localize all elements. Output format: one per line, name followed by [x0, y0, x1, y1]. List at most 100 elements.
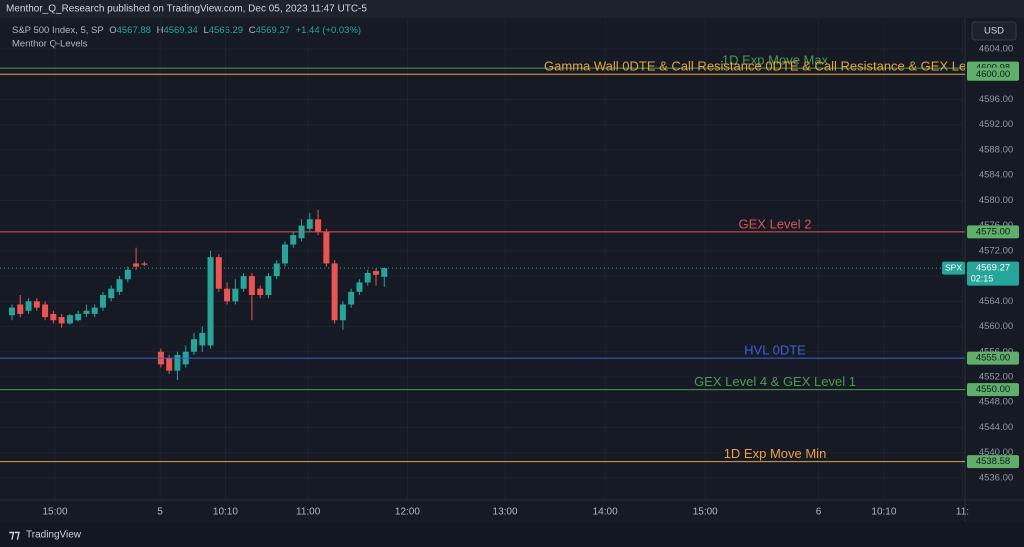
price-tag — [967, 67, 1019, 81]
legend-row: S&P 500 Index, 5, SP O4567.88 H4569.34 L… — [12, 25, 361, 36]
price-tag — [967, 455, 1019, 469]
price-tag-label: 4555.00 — [976, 353, 1010, 364]
ohlc-value: 4569.34 — [163, 25, 197, 36]
y-tick-label: 4580.00 — [979, 195, 1013, 206]
y-tick-label: 4604.00 — [979, 44, 1013, 55]
y-tick-label: 4564.00 — [979, 296, 1013, 307]
candle-body — [224, 288, 231, 302]
candle-body — [339, 304, 346, 321]
candle-body — [232, 288, 239, 302]
ohlc-value: 4569.27 — [256, 25, 290, 36]
y-tick-label: 4560.00 — [979, 321, 1013, 332]
y-tick-label: 4572.00 — [979, 245, 1013, 256]
ohlc-value: 4567.88 — [117, 25, 151, 36]
axes: 4536.004540.004544.004548.004552.004556.… — [42, 44, 1019, 518]
candle-body — [348, 291, 355, 305]
candle-body — [207, 257, 214, 346]
x-tick-label: 6 — [816, 507, 822, 518]
candle-body — [174, 354, 181, 371]
candle-body — [17, 304, 24, 314]
candle-body — [356, 282, 363, 292]
level-label: 1D Exp Move Min — [724, 446, 827, 461]
x-tick-label: 11: — [956, 507, 969, 518]
y-tick-label: 4536.00 — [979, 472, 1013, 483]
candle-body — [323, 231, 330, 264]
x-tick-label: 15:00 — [693, 507, 718, 518]
candle-body — [83, 310, 90, 314]
candle-body — [199, 332, 206, 346]
candle-body — [273, 263, 280, 277]
candle-body — [108, 288, 115, 299]
y-tick-label: 4596.00 — [979, 94, 1013, 105]
candle-body — [8, 307, 15, 316]
ohlc-label: L — [203, 25, 208, 36]
candle-body — [265, 276, 272, 296]
ohlc-label: C — [249, 25, 256, 36]
currency-button[interactable] — [971, 21, 1017, 41]
last-price-tag — [967, 261, 1019, 286]
candle-body — [124, 269, 131, 280]
level-label: 1D Exp Move Max — [722, 53, 829, 68]
publisher: Menthor_Q_Research published on TradingV… — [6, 4, 367, 15]
candle-body — [190, 339, 197, 352]
candle-body — [381, 268, 388, 277]
candle-body — [215, 257, 222, 289]
last-price-label: 4569.27 — [976, 263, 1010, 274]
candle-body — [25, 301, 32, 311]
y-tick-label: 4588.00 — [979, 144, 1013, 155]
x-tick-label: 5 — [157, 507, 163, 518]
x-tick-label: 13:00 — [493, 507, 518, 518]
x-tick-label: 15:00 — [42, 507, 67, 518]
candle-body — [166, 358, 173, 371]
currency: USD — [984, 26, 1004, 37]
y-tick-label: 4552.00 — [979, 372, 1013, 383]
x-tick-label: 10:10 — [213, 507, 238, 518]
candle-body — [133, 263, 140, 267]
candle-body — [331, 263, 338, 321]
symbol-tag-label: SPX — [945, 262, 962, 272]
candle-body — [58, 317, 65, 324]
price-tag — [967, 383, 1019, 397]
brand: TradingView — [26, 530, 82, 541]
candle-body — [257, 288, 264, 296]
x-tick-label: 12:00 — [395, 507, 420, 518]
candle-body — [50, 313, 57, 321]
y-tick-label: 4548.00 — [979, 397, 1013, 408]
level-label: Gamma Wall 0DTE & Call Resistance 0DTE &… — [544, 59, 1006, 74]
candle-body — [240, 276, 247, 289]
x-tick-label: 11:00 — [296, 507, 321, 518]
candle-body — [315, 219, 322, 232]
level-label: HVL 0DTE — [744, 343, 806, 358]
top-bar — [0, 0, 1024, 18]
x-tick-label: 14:00 — [593, 507, 618, 518]
candle-body — [306, 219, 313, 229]
price-tag-label: 4600.00 — [976, 69, 1010, 80]
candle-body — [91, 307, 98, 314]
candle-body — [364, 272, 371, 283]
candle-body — [248, 276, 255, 296]
candle-body — [281, 244, 288, 264]
symbol: S&P 500 Index, 5, SP — [12, 25, 104, 36]
candle-body — [33, 301, 40, 308]
x-tick-label: 10:10 — [871, 507, 896, 518]
y-tick-label: 4540.00 — [979, 447, 1013, 458]
price-tag-label: 4575.00 — [976, 226, 1010, 237]
candle-body — [290, 235, 297, 245]
candle-body — [99, 295, 106, 308]
indicator: Menthor Q-Levels — [12, 39, 88, 50]
level-label: GEX Level 2 — [739, 216, 812, 231]
footer — [0, 522, 1024, 547]
price-tag — [967, 351, 1019, 365]
candle-body — [75, 313, 82, 321]
candle-body — [141, 263, 148, 265]
ohlc-label: O — [109, 25, 116, 36]
countdown: 02:15 — [971, 273, 994, 283]
y-tick-label: 4592.00 — [979, 119, 1013, 130]
candle-body — [116, 279, 123, 292]
price-tag-label: 4550.00 — [976, 384, 1010, 395]
level-label: GEX Level 4 & GEX Level 1 — [694, 374, 856, 389]
